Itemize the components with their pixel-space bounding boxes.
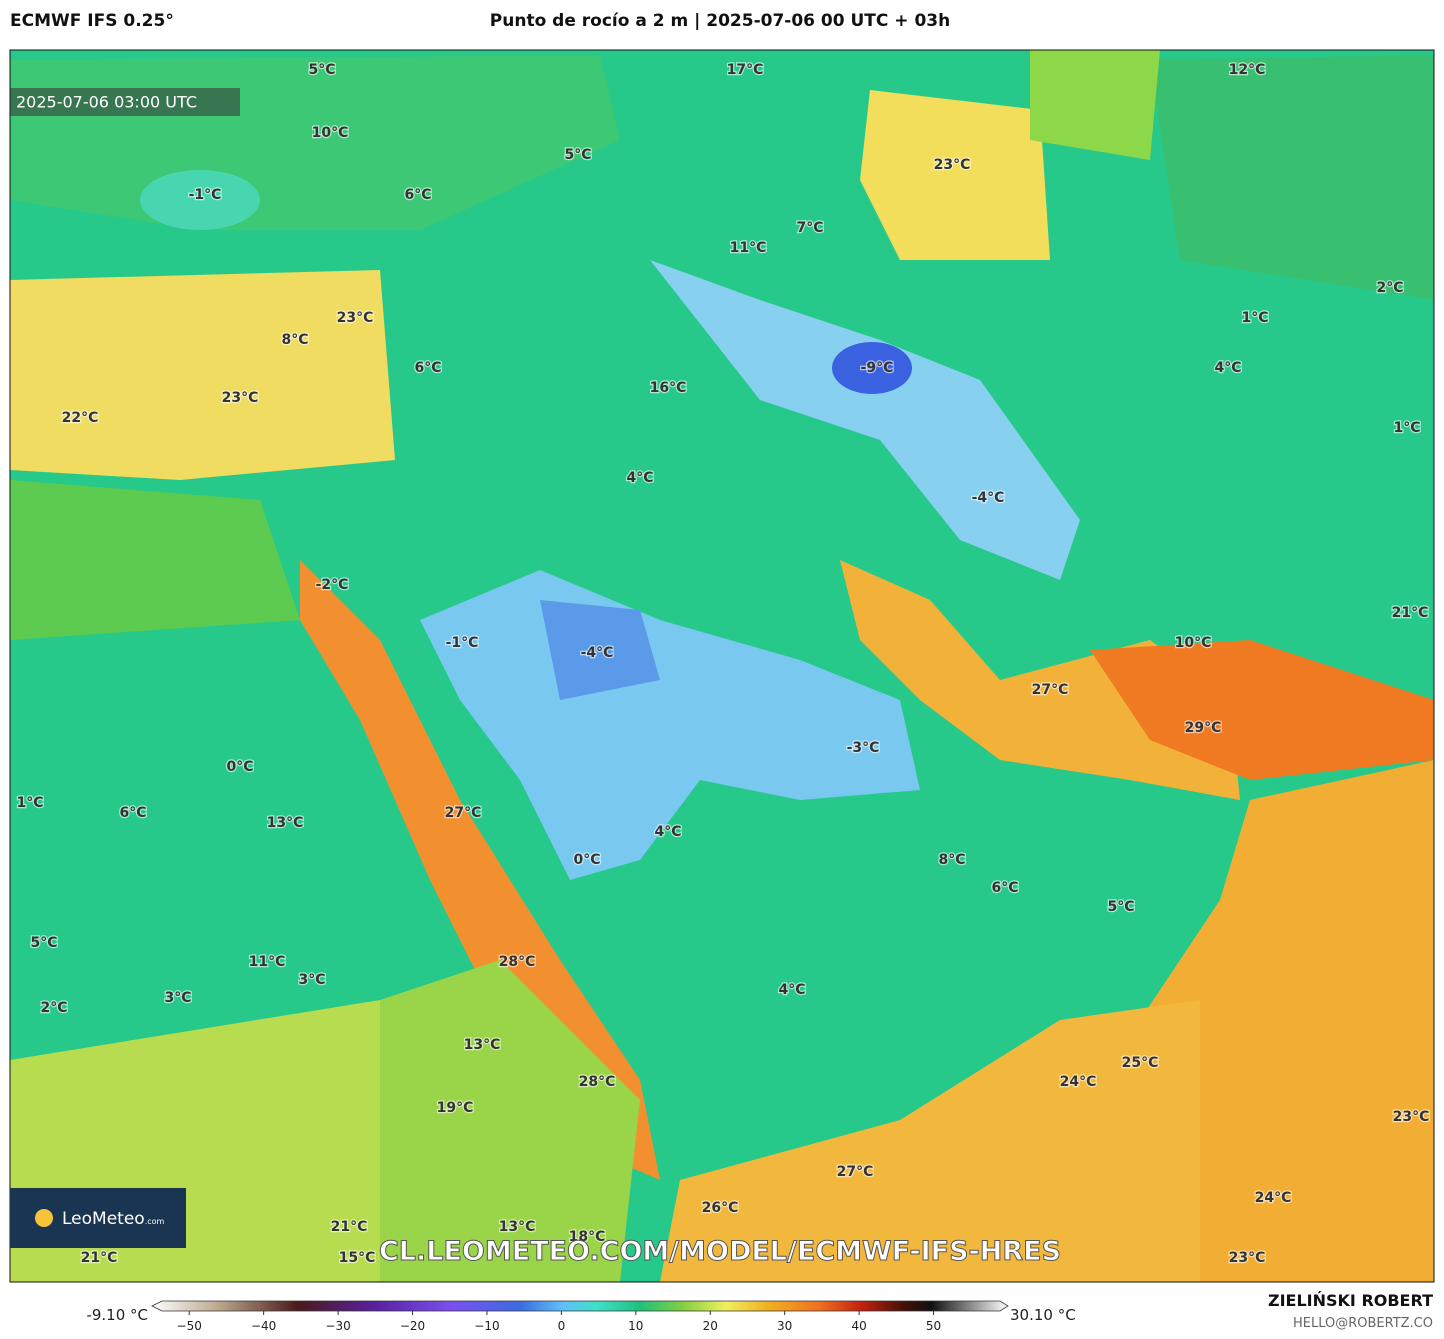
temperature-label: 23°C [222,390,259,406]
logo-sun [35,1209,53,1227]
temperature-label: 17°C [727,62,764,78]
temperature-label: 4°C [626,470,653,486]
temperature-label: 23°C [1393,1109,1430,1125]
colorbar-tick-label: 10 [628,1319,643,1333]
email: HELLO@ROBERTZ.CO [1293,1316,1433,1331]
colorbar-tick-label: 30 [777,1319,792,1333]
timestamp: 2025-07-06 03:00 UTC [16,93,197,112]
temperature-label: 23°C [1229,1250,1266,1266]
temperature-label: 3°C [164,990,191,1006]
temperature-label: 15°C [339,1250,376,1266]
temperature-label: 0°C [573,852,600,868]
temperature-label: 27°C [1032,682,1069,698]
temperature-label: 23°C [934,157,971,173]
temperature-label: 6°C [119,805,146,821]
logo-suffix: .com [145,1217,165,1226]
temperature-label: 18°C [569,1229,606,1245]
temperature-label: 5°C [30,935,57,951]
temperature-label: 1°C [16,795,43,811]
temperature-label: 7°C [796,220,823,236]
watermark: CL.LEOMETEO.COM/MODEL/ECMWF-IFS-HRES [379,1236,1061,1267]
map-frame [9,49,1435,1283]
temperature-label: 1°C [1241,310,1268,326]
temperature-label: 8°C [938,852,965,868]
temperature-label: 21°C [331,1219,368,1235]
temperature-label: 12°C [1229,62,1266,78]
colorbar: −50 −40 −30 −20 −10 0 10 20 30 40 50 [151,1300,1009,1333]
temperature-label: 3°C [298,972,325,988]
map-labels: 5°C 17°C 12°C 10°C 5°C 23°C -1°C 6°C 11°C 7°C 2°C 2… [15,61,1430,1268]
colorbar-tick-label: −10 [474,1319,499,1333]
temperature-label: 2°C [1376,280,1403,296]
map-field [10,50,1434,1282]
author: ZIELIŃSKI ROBERT [1268,1291,1433,1310]
temperature-label: 23°C [337,310,374,326]
colorbar-tick-label: 40 [851,1319,866,1333]
temperature-label: 10°C [1175,635,1212,651]
colorbar-min: -9.10 °C [86,1306,148,1324]
temperature-label: 4°C [654,824,681,840]
temperature-label: 26°C [702,1200,739,1216]
temperature-label: 19°C [437,1100,474,1116]
colorbar-tick-label: 20 [703,1319,718,1333]
temperature-label: -1°C [446,635,479,651]
temperature-label: 10°C [312,125,349,141]
colorbar-tick-label: 50 [926,1319,941,1333]
map-title: Punto de rocío a 2 m | 2025-07-06 00 UTC… [490,11,950,31]
temperature-label: -3°C [847,740,880,756]
temperature-label: 27°C [445,805,482,821]
temperature-label: 11°C [249,954,286,970]
temperature-label: -2°C [316,577,349,593]
temperature-label: 28°C [499,954,536,970]
temperature-label: 16°C [650,380,687,396]
colorbar-tick-label: −50 [177,1319,202,1333]
temperature-label: 24°C [1060,1074,1097,1090]
temperature-label: 13°C [464,1037,501,1053]
logo: LeoMeteo.com [62,1209,165,1229]
temperature-label: 1°C [1393,420,1420,436]
colorbar-bar [151,1300,1009,1312]
temperature-label: 6°C [991,880,1018,896]
temperature-label: 21°C [1392,605,1429,621]
temperature-label: -4°C [972,490,1005,506]
temperature-label: 11°C [730,240,767,256]
temperature-label: 5°C [564,147,591,163]
temperature-label: -1°C [189,187,222,203]
temperature-label: 5°C [1107,899,1134,915]
temperature-label: 24°C [1255,1190,1292,1206]
temperature-label: -4°C [581,645,614,661]
temperature-label: 2°C [40,1000,67,1016]
temperature-label: 0°C [226,759,253,775]
temperature-label: 27°C [837,1164,874,1180]
model-name: ECMWF IFS 0.25° [10,11,174,31]
temperature-label: 4°C [1214,360,1241,376]
temperature-label: -9°C [861,360,894,376]
logo-name: LeoMeteo [62,1209,145,1229]
temperature-label: 25°C [1122,1055,1159,1071]
temperature-label: 6°C [414,360,441,376]
colorbar-tick-label: −40 [251,1319,276,1333]
temperature-label: 13°C [499,1219,536,1235]
temperature-label: 22°C [62,410,99,426]
temperature-label: 8°C [281,332,308,348]
temperature-label: 21°C [81,1250,118,1266]
colorbar-max: 30.10 °C [1010,1306,1076,1324]
colorbar-tick-label: 0 [558,1319,566,1333]
colorbar-tick-label: −20 [400,1319,425,1333]
temperature-label: 4°C [778,982,805,998]
temperature-label: 28°C [579,1074,616,1090]
temperature-label: 13°C [267,815,304,831]
temperature-label: 6°C [404,187,431,203]
colorbar-tick-label: −30 [325,1319,350,1333]
temperature-label: 5°C [308,62,335,78]
temperature-label: 29°C [1185,720,1222,736]
timestamp-box [10,88,240,116]
